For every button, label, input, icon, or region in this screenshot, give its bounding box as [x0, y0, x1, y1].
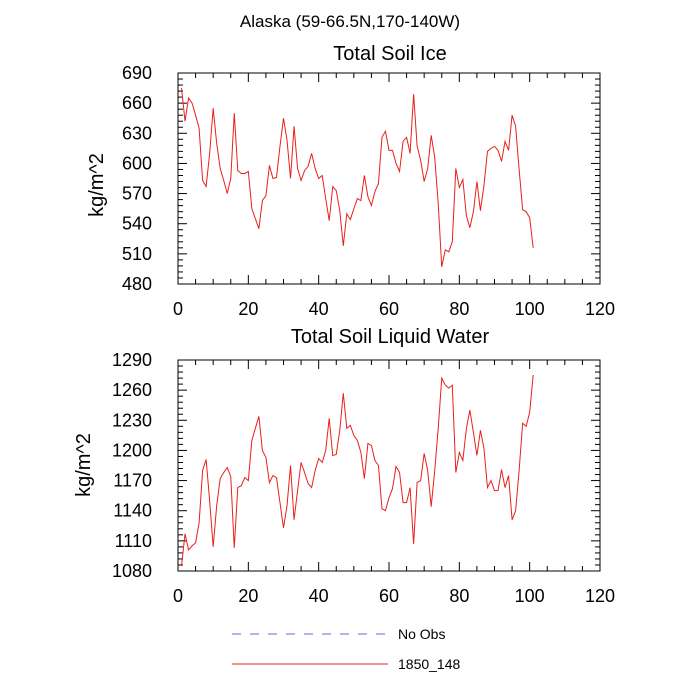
legend-label-no-obs: No Obs [398, 626, 445, 642]
x-tick-label: 100 [515, 299, 545, 319]
y-axis-label: kg/m^2 [86, 153, 108, 217]
chart-panel-total-soil-ice: Total Soil Ice kg/m^2 0 20 40 60 80 100 120 480… [86, 43, 615, 319]
x-tick-label: 20 [238, 299, 258, 319]
y-tick-label: 1290 [112, 350, 152, 370]
x-tick-label: 60 [379, 299, 399, 319]
y-tick-label: 1170 [113, 471, 152, 491]
x-tick-label: 80 [449, 299, 469, 319]
x-tick-label: 40 [309, 299, 329, 319]
x-tick-label: 0 [173, 299, 183, 319]
x-tick-label: 100 [515, 586, 545, 606]
y-tick-label: 630 [122, 123, 152, 143]
figure-title: Alaska (59-66.5N,170-140W) [240, 12, 460, 31]
x-tick-label: 60 [379, 586, 399, 606]
chart-title: Total Soil Liquid Water [291, 326, 490, 348]
y-tick-label: 1080 [112, 561, 152, 581]
y-tick-label: 600 [122, 153, 152, 173]
x-tick-label: 80 [449, 586, 469, 606]
x-tick-label: 20 [238, 586, 258, 606]
plot-frame [177, 72, 601, 285]
y-tick-label: 1260 [112, 380, 152, 400]
x-tick-label: 120 [585, 586, 615, 606]
chart-panel-total-soil-liquid-water: Total Soil Liquid Water kg/m^2 0 20 40 60 80… [73, 326, 615, 606]
y-tick-label: 570 [122, 184, 152, 204]
y-tick-label: 660 [122, 93, 152, 113]
legend: No Obs 1850_148 [232, 626, 461, 672]
x-tick-label: 0 [173, 586, 183, 606]
legend-label-1850-148: 1850_148 [398, 656, 461, 672]
plot-frame [177, 359, 601, 572]
y-tick-label: 1230 [112, 410, 152, 430]
y-axis-label: kg/m^2 [73, 433, 95, 497]
chart-title: Total Soil Ice [333, 43, 446, 65]
y-tick-label: 1110 [115, 531, 152, 551]
x-tick-label: 40 [309, 586, 329, 606]
y-tick-label: 1200 [112, 440, 152, 460]
y-tick-label: 480 [122, 274, 152, 294]
y-tick-label: 690 [122, 63, 152, 83]
y-tick-label: 510 [122, 244, 152, 264]
series-line-1850-148 [181, 375, 534, 567]
y-tick-label: 540 [122, 214, 152, 234]
x-tick-label: 120 [585, 299, 615, 319]
y-tick-label: 1140 [113, 501, 152, 521]
series-line-1850-148 [181, 88, 534, 268]
